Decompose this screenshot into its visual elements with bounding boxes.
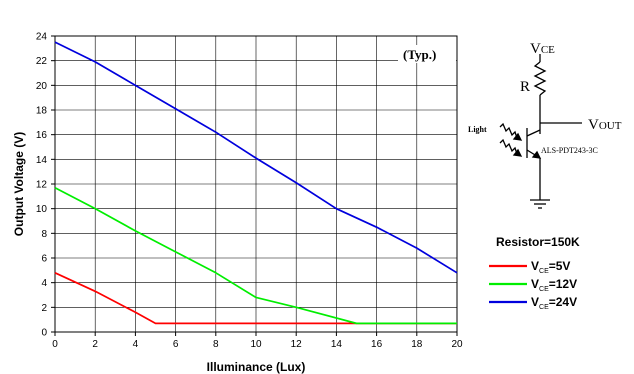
legend-title: Resistor=150K	[496, 235, 580, 249]
series-lines	[54, 41, 458, 325]
y-tick-label: 0	[41, 328, 47, 339]
emitter-arrow	[531, 150, 542, 159]
x-tick-label: 6	[173, 339, 179, 350]
circuit-diagram	[499, 54, 582, 209]
x-tick-label: 2	[92, 339, 98, 350]
x-tick-label: 8	[213, 339, 219, 350]
light-ray-1	[499, 122, 518, 139]
transistor-collector	[526, 129, 541, 137]
grid	[55, 36, 457, 332]
legend: Resistor=150K VCE=5V VCE=12V VCE=24V	[489, 235, 580, 311]
y-tick-label: 16	[36, 130, 48, 141]
legend-label-3: VCE=24V	[531, 295, 577, 311]
y-tick-label: 8	[41, 229, 47, 240]
x-tick-label: 12	[291, 339, 303, 350]
vout-label: VOUT	[588, 117, 622, 133]
y-tick-label: 12	[36, 180, 48, 191]
y-tick-label: 4	[41, 278, 47, 289]
resistor-label: R	[520, 79, 530, 95]
x-tick-label: 20	[451, 339, 463, 350]
y-tick-label: 22	[36, 56, 48, 67]
legend-label-1: VCE=5V	[531, 259, 570, 275]
x-tick-label: 16	[371, 339, 383, 350]
light-arrow-2	[512, 148, 523, 157]
light-arrow-1	[512, 132, 523, 141]
light-label: Light	[468, 125, 487, 134]
x-tick-label: 10	[250, 339, 262, 350]
x-axis-title: Illuminance (Lux)	[207, 360, 306, 374]
legend-items: VCE=5V VCE=12V VCE=24V	[489, 259, 577, 311]
series-line-2	[54, 186, 457, 325]
series-line-3	[54, 41, 458, 274]
typ-annotation: (Typ.)	[403, 47, 436, 62]
y-tick-label: 2	[41, 303, 47, 314]
y-tick-label: 6	[41, 254, 47, 265]
resistor-symbol	[533, 61, 547, 96]
y-tick-label: 20	[36, 81, 48, 92]
legend-label-2: VCE=12V	[531, 277, 577, 293]
y-tick-label: 10	[36, 204, 48, 215]
part-label: ALS-PDT243-3C	[541, 146, 598, 155]
x-tick-label: 4	[133, 339, 139, 350]
y-axis-title: Output Voltage (V)	[12, 132, 26, 236]
light-ray-2	[499, 138, 518, 155]
x-tick-label: 18	[411, 339, 423, 350]
typ-annotation-box	[398, 45, 456, 63]
x-tick-label: 0	[52, 339, 58, 350]
x-tick-label: 14	[331, 339, 343, 350]
y-tick-label: 18	[36, 106, 48, 117]
y-tick-label: 24	[36, 32, 48, 43]
y-tick-label: 14	[36, 155, 48, 166]
vce-label: VCE	[530, 41, 555, 57]
